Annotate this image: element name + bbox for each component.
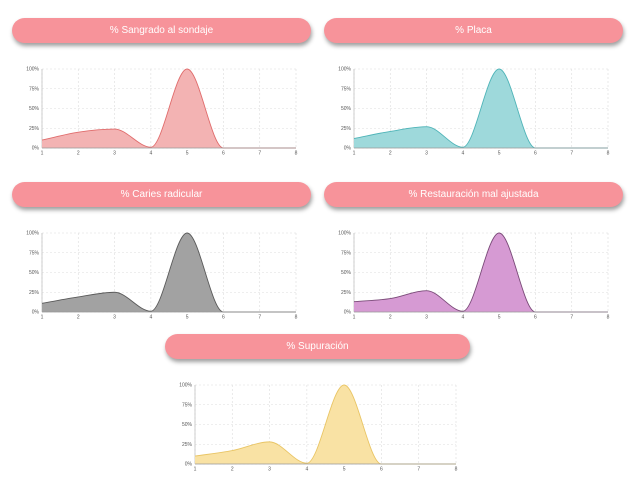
y-tick-label: 75%: [341, 250, 352, 256]
y-tick-label: 0%: [185, 462, 193, 468]
y-tick-label: 75%: [29, 86, 40, 92]
x-tick-label: 6: [534, 151, 537, 157]
y-tick-label: 100%: [26, 231, 39, 237]
chart-title-supuracion: % Supuración: [165, 334, 470, 359]
x-tick-label: 5: [186, 151, 189, 157]
y-tick-label: 100%: [338, 67, 351, 73]
area-chart-sangrado: 0% 25% 50% 75% 100% 1 2 3 4 5 6 7 8: [26, 67, 298, 157]
x-tick-label: 3: [113, 315, 116, 321]
chart-title-caries: % Caries radicular: [12, 182, 311, 207]
x-tick-label: 2: [389, 151, 392, 157]
chart-title-sangrado: % Sangrado al sondaje: [12, 18, 311, 43]
x-tick-label: 1: [41, 151, 44, 157]
y-tick-label: 25%: [182, 442, 193, 448]
x-tick-label: 2: [77, 315, 80, 321]
x-tick-label: 1: [41, 315, 44, 321]
x-tick-label: 4: [461, 151, 464, 157]
x-tick-label: 4: [305, 467, 308, 473]
y-tick-label: 25%: [341, 290, 352, 296]
x-tick-label: 8: [607, 315, 610, 321]
x-tick-label: 3: [425, 151, 428, 157]
x-tick-label: 5: [343, 467, 346, 473]
x-tick-label: 3: [425, 315, 428, 321]
x-tick-label: 2: [389, 315, 392, 321]
x-tick-label: 8: [455, 467, 458, 473]
x-tick-label: 7: [258, 151, 261, 157]
y-tick-label: 50%: [341, 270, 352, 276]
x-tick-label: 4: [149, 315, 152, 321]
x-tick-label: 6: [534, 315, 537, 321]
y-tick-label: 0%: [344, 146, 352, 152]
x-tick-label: 7: [258, 315, 261, 321]
y-tick-label: 50%: [29, 106, 40, 112]
y-tick-label: 25%: [341, 126, 352, 132]
y-tick-label: 75%: [29, 250, 40, 256]
area-chart-supuracion: 0% 25% 50% 75% 100% 1 2 3 4 5 6 7 8: [179, 383, 458, 473]
x-tick-label: 5: [498, 315, 501, 321]
x-tick-label: 4: [149, 151, 152, 157]
y-tick-label: 50%: [29, 270, 40, 276]
x-tick-label: 6: [222, 315, 225, 321]
chart-title-placa: % Placa: [324, 18, 623, 43]
x-tick-label: 4: [461, 315, 464, 321]
y-tick-label: 25%: [29, 126, 40, 132]
x-tick-label: 5: [498, 151, 501, 157]
y-tick-label: 0%: [344, 310, 352, 316]
y-tick-label: 100%: [179, 383, 192, 389]
x-tick-label: 1: [353, 151, 356, 157]
area-chart-restauracion: 0% 25% 50% 75% 100% 1 2 3 4 5 6 7 8: [338, 231, 610, 321]
x-tick-label: 5: [186, 315, 189, 321]
x-tick-label: 7: [570, 151, 573, 157]
y-tick-label: 25%: [29, 290, 40, 296]
y-tick-label: 100%: [338, 231, 351, 237]
x-tick-label: 3: [113, 151, 116, 157]
x-tick-label: 8: [295, 315, 298, 321]
y-tick-label: 50%: [182, 422, 193, 428]
x-tick-label: 1: [194, 467, 197, 473]
y-tick-label: 75%: [182, 402, 193, 408]
x-tick-label: 6: [222, 151, 225, 157]
x-tick-label: 8: [607, 151, 610, 157]
chart-title-restauracion: % Restauración mal ajustada: [324, 182, 623, 207]
x-tick-label: 7: [417, 467, 420, 473]
x-tick-label: 2: [231, 467, 234, 473]
y-tick-label: 75%: [341, 86, 352, 92]
area-chart-caries: 0% 25% 50% 75% 100% 1 2 3 4 5 6 7 8: [26, 231, 298, 321]
x-tick-label: 8: [295, 151, 298, 157]
x-tick-label: 2: [77, 151, 80, 157]
x-tick-label: 1: [353, 315, 356, 321]
x-tick-label: 3: [268, 467, 271, 473]
y-tick-label: 100%: [26, 67, 39, 73]
y-tick-label: 0%: [32, 310, 40, 316]
x-tick-label: 7: [570, 315, 573, 321]
area-chart-placa: 0% 25% 50% 75% 100% 1 2 3 4 5 6 7 8: [338, 67, 610, 157]
y-tick-label: 50%: [341, 106, 352, 112]
y-tick-label: 0%: [32, 146, 40, 152]
x-tick-label: 6: [380, 467, 383, 473]
